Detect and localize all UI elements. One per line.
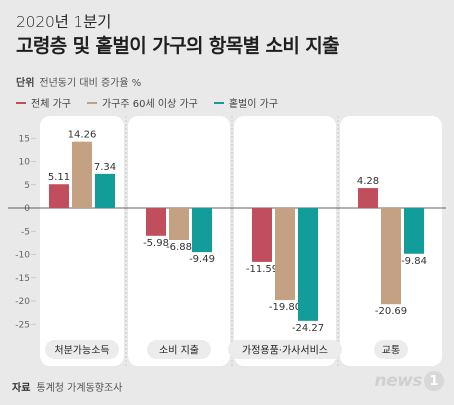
data-label: -20.69 bbox=[375, 306, 407, 317]
bar bbox=[95, 173, 115, 208]
bar bbox=[72, 141, 92, 208]
data-label: 4.28 bbox=[357, 176, 379, 187]
data-label: -9.84 bbox=[401, 256, 427, 267]
bar bbox=[381, 208, 401, 305]
data-label: 5.11 bbox=[48, 172, 70, 183]
category-label: 교통 bbox=[382, 345, 400, 357]
data-label: 7.34 bbox=[94, 162, 116, 173]
logo-text: news bbox=[374, 371, 423, 391]
source-label: 자료 bbox=[12, 383, 31, 394]
unit-text: 전년동기 대비 증가율 % bbox=[39, 78, 142, 89]
bar bbox=[146, 208, 166, 236]
category-label: 소비 지출 bbox=[159, 345, 199, 357]
category-label: 가정용품·가사서비스 bbox=[242, 345, 328, 357]
bar bbox=[404, 208, 424, 254]
bar bbox=[275, 208, 295, 301]
data-label: -5.98 bbox=[143, 238, 169, 249]
y-tick-label: -5 bbox=[21, 227, 30, 237]
legend: 전체 가구 가구주 60세 이상 가구 홑벌이 가구 bbox=[16, 95, 294, 110]
bar bbox=[252, 208, 272, 262]
legend-swatch bbox=[16, 101, 26, 104]
data-label: 14.26 bbox=[68, 130, 97, 141]
chart-title: 고령층 및 홑벌이 가구의 항목별 소비 지출 bbox=[16, 35, 340, 57]
bar bbox=[192, 208, 212, 253]
data-label: -24.27 bbox=[292, 323, 324, 334]
source-note: 자료 통계청 가계동향조사 bbox=[12, 379, 122, 394]
y-tick-label: 0 bbox=[24, 204, 30, 214]
category-pill bbox=[374, 340, 408, 359]
data-label: -6.88 bbox=[166, 242, 192, 253]
legend-item-senior: 가구주 60세 이상 가구 bbox=[86, 95, 198, 110]
data-label: -19.80 bbox=[269, 302, 301, 313]
category-pill bbox=[45, 340, 119, 359]
bar bbox=[169, 208, 189, 240]
bar bbox=[298, 208, 318, 321]
y-tick-label: -10 bbox=[15, 251, 30, 261]
bar bbox=[358, 188, 378, 208]
y-tick-label: -15 bbox=[15, 274, 30, 284]
news1-logo: news 1 bbox=[375, 371, 444, 391]
y-tick-label: -25 bbox=[15, 320, 30, 330]
legend-swatch bbox=[213, 101, 224, 104]
bar bbox=[49, 184, 69, 208]
data-label: -11.59 bbox=[246, 264, 278, 275]
legend-item-total: 전체 가구 bbox=[16, 95, 71, 110]
unit-label: 단위 bbox=[16, 78, 35, 89]
legend-swatch bbox=[86, 101, 97, 104]
data-label: -9.49 bbox=[189, 254, 215, 265]
legend-label: 전체 가구 bbox=[31, 99, 71, 110]
y-tick-label: 5 bbox=[24, 181, 30, 191]
y-tick-label: 15 bbox=[19, 134, 30, 144]
category-label: 처분가능소득 bbox=[54, 345, 109, 357]
chart-supertitle: 2020년 1분기 bbox=[16, 13, 112, 31]
legend-label: 홑벌이 가구 bbox=[228, 99, 279, 110]
source-text: 통계청 가계동향조사 bbox=[36, 383, 123, 394]
category-panel bbox=[128, 116, 230, 366]
category-pill bbox=[228, 340, 342, 359]
legend-item-single-earner: 홑벌이 가구 bbox=[213, 95, 279, 110]
y-tick-label: 10 bbox=[19, 158, 31, 168]
unit-note: 단위 전년동기 대비 증가율 % bbox=[16, 74, 141, 89]
logo-badge: 1 bbox=[424, 371, 444, 391]
category-pill bbox=[147, 340, 211, 359]
y-tick-label: -20 bbox=[15, 297, 30, 307]
legend-label: 가구주 60세 이상 가구 bbox=[101, 99, 198, 110]
